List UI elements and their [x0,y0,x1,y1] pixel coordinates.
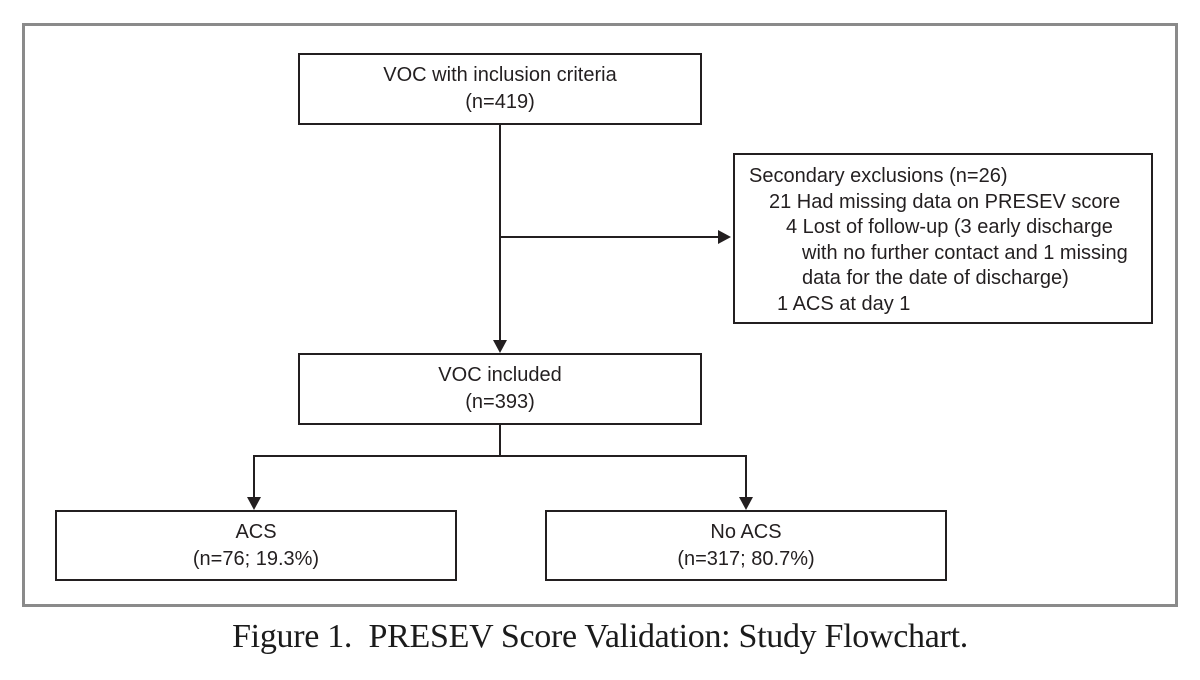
exclusions-item-2-cont-2: data for the date of discharge) [802,267,1069,289]
box-acs-count: (n=76; 19.3%) [192,547,320,570]
exclusions-title: Secondary exclusions (n=26) [749,165,1008,187]
figure-caption: Figure 1. PRESEV Score Validation: Study… [232,618,968,655]
box-no-acs: No ACS (n=317; 80.7%) [545,510,947,581]
box-no-acs-count: (n=317; 80.7%) [677,547,815,570]
exclusions-item-2: 4 Lost of follow-up (3 early discharge [786,216,1113,238]
exclusions-item-1: 21 Had missing data on PRESEV score [769,190,1121,213]
box-secondary-exclusions: Secondary exclusions (n=26) 21 Had missi… [733,153,1153,324]
box-voc-inclusion-criteria-count: (n=419) [465,91,535,113]
box-voc-included: VOC included (n=393) [298,353,702,425]
exclusions-item-2-cont-1: with no further contact and 1 missing [802,241,1128,264]
figure-frame: VOC with inclusion criteria (n=419) Seco… [22,23,1178,607]
box-voc-inclusion-criteria: VOC with inclusion criteria (n=419) [298,53,702,125]
box-no-acs-label: No ACS [710,520,782,543]
connector-to-acs-line [253,455,255,498]
box-voc-included-label: VOC included [438,364,562,386]
connector-to-no-acs-line [745,455,747,498]
connector-split-horizontal-line [253,455,747,457]
box-voc-inclusion-criteria-label: VOC with inclusion criteria [383,64,617,86]
arrow-down-to-no-acs-icon [739,497,753,510]
arrow-down-to-acs-icon [247,497,261,510]
exclusions-item-3: 1 ACS at day 1 [777,292,911,315]
arrow-down-to-included-icon [493,340,507,353]
connector-top-to-included-line [499,125,501,341]
box-acs: ACS (n=76; 19.3%) [55,510,457,581]
box-voc-included-count: (n=393) [465,391,535,413]
box-acs-label: ACS [235,520,277,543]
arrow-right-to-exclusions-icon [718,230,731,244]
connector-included-stub-line [499,425,501,456]
connector-to-exclusions-line [499,236,718,238]
